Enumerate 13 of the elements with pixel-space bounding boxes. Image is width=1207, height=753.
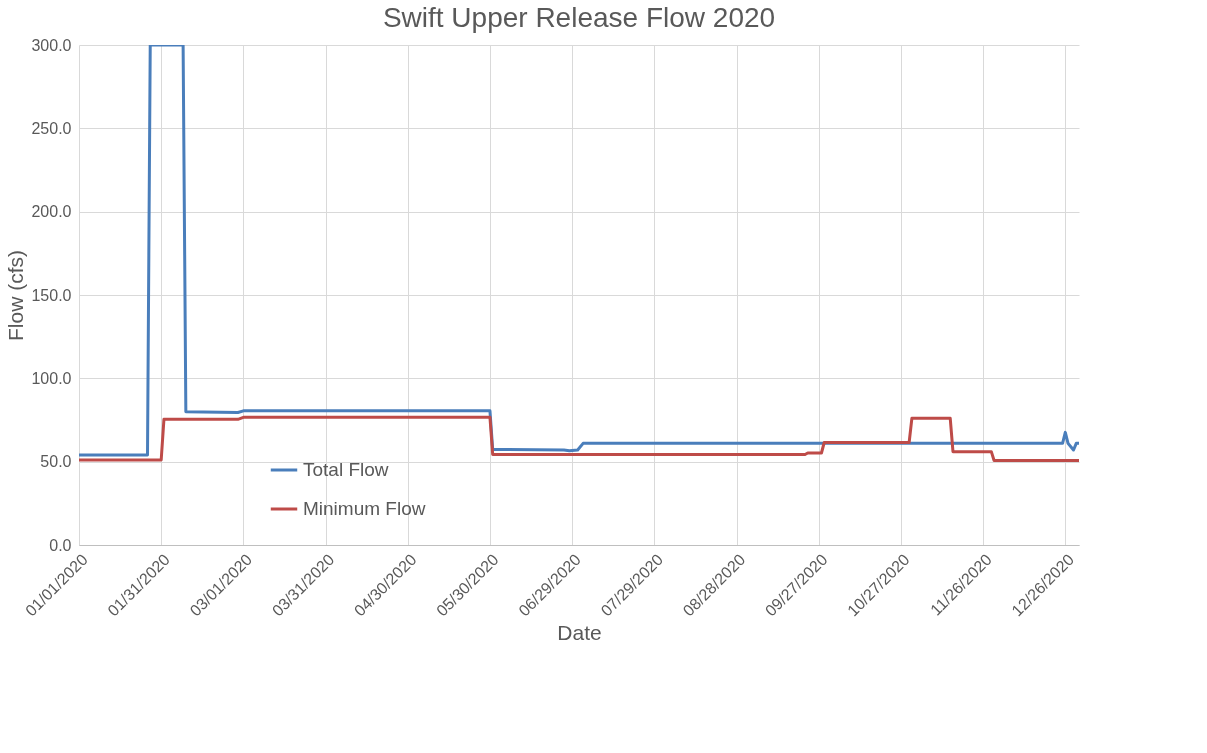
- y-axis-title: Flow (cfs): [4, 250, 28, 341]
- y-tick-label: 150.0: [31, 286, 72, 304]
- legend-label: Minimum Flow: [303, 498, 426, 519]
- y-tick-label: 50.0: [40, 453, 72, 471]
- y-tick-label: 0.0: [49, 536, 72, 554]
- x-axis-title: Date: [557, 621, 602, 645]
- legend-label: Total Flow: [303, 459, 389, 480]
- y-tick-label: 250.0: [31, 119, 72, 137]
- y-tick-label: 100.0: [31, 369, 72, 387]
- line-series: [79, 415, 1079, 462]
- y-tick-label: 200.0: [31, 203, 72, 221]
- chart-title: Swift Upper Release Flow 2020: [382, 2, 776, 33]
- y-tick-label: 300.0: [31, 36, 72, 54]
